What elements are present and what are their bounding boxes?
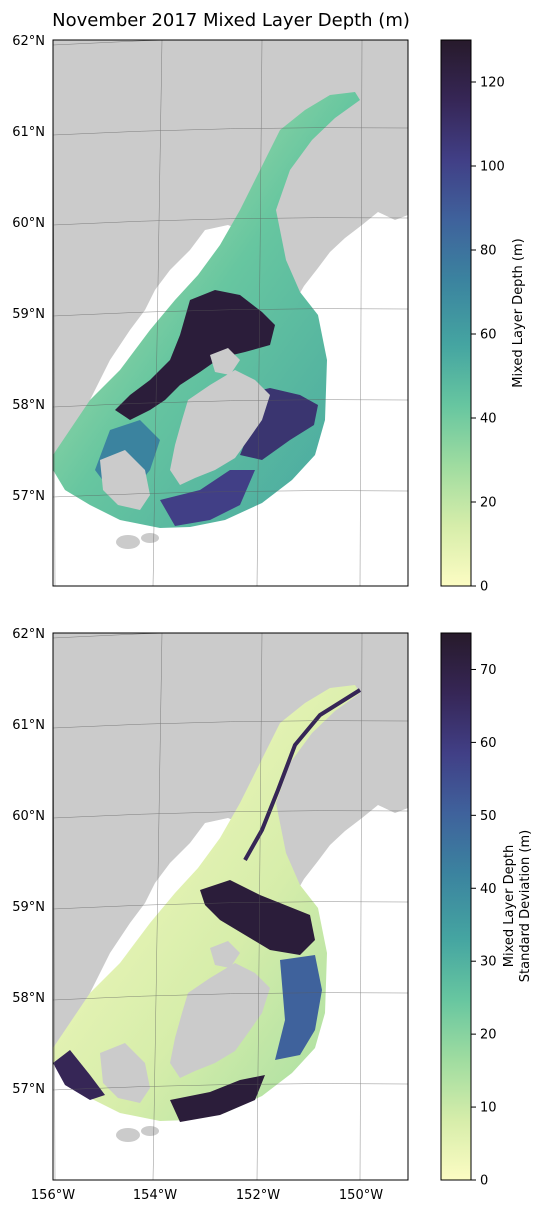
channel-streak (243, 688, 362, 861)
colorbar-tick-label: 100 (480, 160, 505, 175)
lon-labels: 156°W 154°W 152°W 150°W (31, 1188, 383, 1203)
deep-core (115, 290, 275, 420)
colorbar-mean: 0 20 40 60 80 100 120 Mixed Layer Depth (m) (440, 39, 526, 595)
map-panel-stdev: 62°N 61°N 60°N 59°N 58°N 57°N 156°W 154°… (12, 627, 533, 1203)
graticule (53, 633, 408, 1180)
map-frame (52, 39, 409, 587)
lat-label: 62°N (12, 34, 45, 49)
lon-label: 150°W (339, 1188, 383, 1203)
land-islet (116, 1128, 140, 1142)
colorbar-tick-label: 80 (480, 244, 497, 259)
lat-label: 57°N (12, 489, 45, 504)
southern-band (170, 1075, 265, 1122)
colorbar-tick-label: 0 (480, 1174, 488, 1189)
land-islet (116, 535, 140, 549)
colorbar-tick-label: 10 (480, 1101, 497, 1116)
land-afognak (210, 941, 240, 968)
lat-labels: 62°N 61°N 60°N 59°N 58°N 57°N (12, 627, 45, 1097)
lat-label: 61°N (12, 125, 45, 140)
colorbar-tick-label: 120 (480, 76, 505, 91)
colorbar-tick-label: 60 (480, 328, 497, 343)
lat-label: 60°N (12, 809, 45, 824)
graticule (53, 40, 408, 586)
lon-label: 154°W (133, 1188, 177, 1203)
southern-band (160, 470, 255, 526)
map-title: November 2017 Mixed Layer Depth (m) (52, 10, 410, 31)
lat-labels: 62°N 61°N 60°N 59°N 58°N 57°N (12, 34, 45, 504)
land-islet (141, 1126, 159, 1136)
land-kodiak (170, 963, 270, 1078)
colorbar-tick-label: 60 (480, 736, 497, 751)
land-peninsula (100, 450, 150, 510)
map-frame (52, 632, 409, 1181)
land-mainland (53, 40, 408, 460)
mid-band (275, 955, 322, 1060)
colorbar-tick-label: 20 (480, 1028, 497, 1043)
colorbar-tick-label: 30 (480, 955, 497, 970)
colorbar-tick-label: 50 (480, 809, 497, 824)
land-peninsula (100, 1043, 150, 1103)
land-afognak (210, 348, 240, 375)
land-kodiak (170, 370, 270, 485)
lon-label: 152°W (236, 1188, 280, 1203)
lat-label: 58°N (12, 398, 45, 413)
colorbar-ticks: 0 10 20 30 40 50 60 70 (471, 663, 497, 1189)
land-mainland (53, 633, 408, 1053)
lat-label: 62°N (12, 627, 45, 642)
colorbar-tick-label: 40 (480, 412, 497, 427)
land-islet (141, 533, 159, 543)
colorbar-tick-label: 0 (480, 580, 488, 595)
lat-label: 59°N (12, 307, 45, 322)
colorbar-ramp (440, 39, 472, 587)
colorbar-tick-label: 40 (480, 882, 497, 897)
lat-label: 61°N (12, 718, 45, 733)
lon-label: 156°W (31, 1188, 75, 1203)
colorbar-ramp (440, 632, 472, 1181)
colorbar-label-line-1: Mixed Layer Depth (502, 845, 517, 967)
lat-label: 57°N (12, 1082, 45, 1097)
western-edge (53, 1050, 105, 1100)
lat-label: 58°N (12, 991, 45, 1006)
colorbar-label: Mixed Layer Depth (m) (511, 238, 526, 387)
colorbar-label-line-2: Standard Deviation (m) (518, 830, 533, 982)
deep-core (200, 880, 315, 955)
map-panel-mean: 62°N 61°N 60°N 59°N 58°N 57°N 0 20 40 60 80 1… (12, 34, 526, 595)
lat-label: 60°N (12, 216, 45, 231)
lat-label: 59°N (12, 900, 45, 915)
colorbar-ticks: 0 20 40 60 80 100 120 (471, 76, 505, 595)
colorbar-tick-label: 20 (480, 496, 497, 511)
colorbar-stdev: 0 10 20 30 40 50 60 70 Mixed Layer Depth Standa… (440, 632, 533, 1189)
colorbar-tick-label: 70 (480, 663, 497, 678)
